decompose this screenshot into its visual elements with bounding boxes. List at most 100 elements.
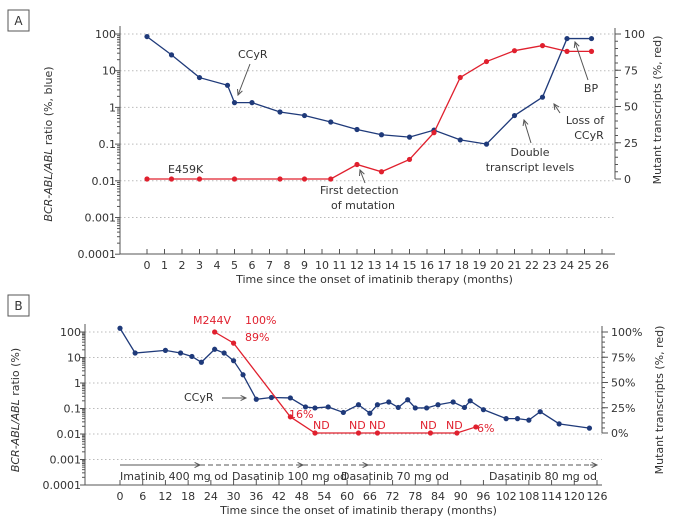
y-right-tick-label: 25% [611, 402, 635, 415]
data-point [378, 132, 385, 138]
x-tick-label: 25 [578, 259, 592, 272]
x-tick-label: 24 [560, 259, 574, 272]
y-left-tick-label: 0.0001 [43, 479, 82, 492]
x-tick-label: 3 [196, 259, 203, 272]
x-tick-label: 7 [266, 259, 273, 272]
data-point [526, 417, 532, 423]
x-tick-label: 12 [158, 490, 172, 503]
data-point [556, 421, 562, 427]
data-point [367, 410, 373, 416]
y-left-title-rest: ratio (%, blue) [42, 66, 55, 148]
data-point [406, 156, 413, 163]
y-left-title-italic: BCR-ABL/ABL [9, 399, 22, 472]
annotation-16pct: 16% [289, 408, 313, 421]
data-point [301, 112, 308, 119]
x-tick-label: 60 [340, 490, 354, 503]
data-point [301, 176, 308, 182]
data-point [354, 126, 360, 133]
therapy-dasatinib-80: Dasatinib 80 mg od [489, 470, 597, 483]
x-tick-label: 96 [476, 490, 490, 503]
data-point [224, 82, 231, 88]
data-point [328, 176, 334, 182]
data-point [196, 176, 203, 182]
x-tick-label: 48 [295, 490, 309, 503]
y-left-tick-label: 0.001 [85, 212, 117, 225]
data-point [168, 52, 175, 58]
data-point [144, 33, 150, 40]
y-left-title-rest: ratio (%) [9, 348, 22, 399]
y-right-tick-label: 100% [611, 326, 642, 339]
data-point [230, 358, 237, 364]
panel-b-letter: B [14, 299, 22, 313]
x-tick-label: 9 [301, 259, 308, 272]
x-tick-label: 11 [333, 259, 347, 272]
data-point [588, 35, 595, 42]
data-point [374, 402, 381, 408]
data-point [457, 74, 463, 81]
data-point [231, 176, 238, 182]
therapy-imatinib-400: Imatinib 400 mg od [120, 470, 228, 483]
y-left-tick-label: 100 [60, 326, 81, 339]
x-tick-label: 36 [249, 490, 263, 503]
data-point [230, 340, 237, 346]
y-right-tick-label: 0% [611, 427, 628, 440]
x-tick-label: 6 [139, 490, 146, 503]
x-tick-label: 23 [543, 259, 557, 272]
data-point [431, 130, 437, 136]
ccyr-arrow [237, 63, 251, 96]
annotation-ccyr: CCyR [238, 48, 268, 61]
x-tick-label: 90 [454, 490, 468, 503]
double-arrow-head [522, 118, 529, 127]
data-point [132, 350, 138, 356]
data-point [514, 416, 521, 422]
annotation-89pct: 89% [245, 331, 269, 344]
data-point [461, 404, 468, 411]
data-point [325, 404, 331, 410]
data-point [424, 405, 430, 411]
x-tick-label: 12 [350, 259, 364, 272]
annotation-100pct: 100% [245, 314, 276, 327]
data-point [473, 424, 479, 430]
data-point [287, 395, 293, 401]
x-tick-label: 6 [249, 259, 256, 272]
data-point [312, 405, 318, 411]
data-point [168, 176, 175, 182]
x-tick-label: 20 [490, 259, 504, 272]
loss-ccyr-arrow [553, 103, 561, 114]
data-point [386, 399, 392, 405]
x-tick-label: 1 [161, 259, 168, 272]
annotation-e459k: E459K [168, 163, 204, 176]
y-left-tick-label: 10 [102, 65, 116, 78]
data-point [212, 346, 218, 352]
x-tick-label: 21 [508, 259, 522, 272]
y-right-tick-label: 0 [624, 173, 631, 186]
panel-b-label: B [7, 294, 30, 317]
bp-arrow [574, 41, 589, 81]
therapy-dasatinib-70: Dasatinib 70 mg od [341, 470, 449, 483]
annotation-ccyr: CCyR [184, 391, 214, 404]
x-tick-label: 16 [420, 259, 434, 272]
x-axis-title: Time since the onset of imatinib therapy… [235, 273, 513, 286]
data-point [221, 350, 227, 356]
x-tick-label: 126 [587, 490, 608, 503]
data-point [588, 48, 595, 55]
x-tick-label: 84 [431, 490, 445, 503]
x-tick-label: 17 [438, 259, 452, 272]
x-tick-label: 10 [315, 259, 329, 272]
data-point [189, 353, 195, 360]
data-point [196, 74, 203, 81]
data-point [302, 404, 309, 410]
y-left-tick-label: 0.0001 [78, 248, 117, 261]
annotation-m244v: M244V [193, 314, 231, 327]
data-point [231, 100, 238, 106]
data-point [378, 169, 385, 175]
x-axis-title: Time since the onset of imatinib therapy… [219, 504, 497, 517]
data-point [457, 137, 463, 143]
data-point [354, 161, 360, 168]
first-detection-arrow [359, 169, 366, 184]
data-point [564, 48, 570, 55]
data-point [435, 402, 441, 408]
y-left-tick-label: 10 [67, 352, 81, 365]
annotation-first-detection: First detection [320, 184, 399, 197]
y-left-tick-label: 1 [109, 101, 116, 114]
